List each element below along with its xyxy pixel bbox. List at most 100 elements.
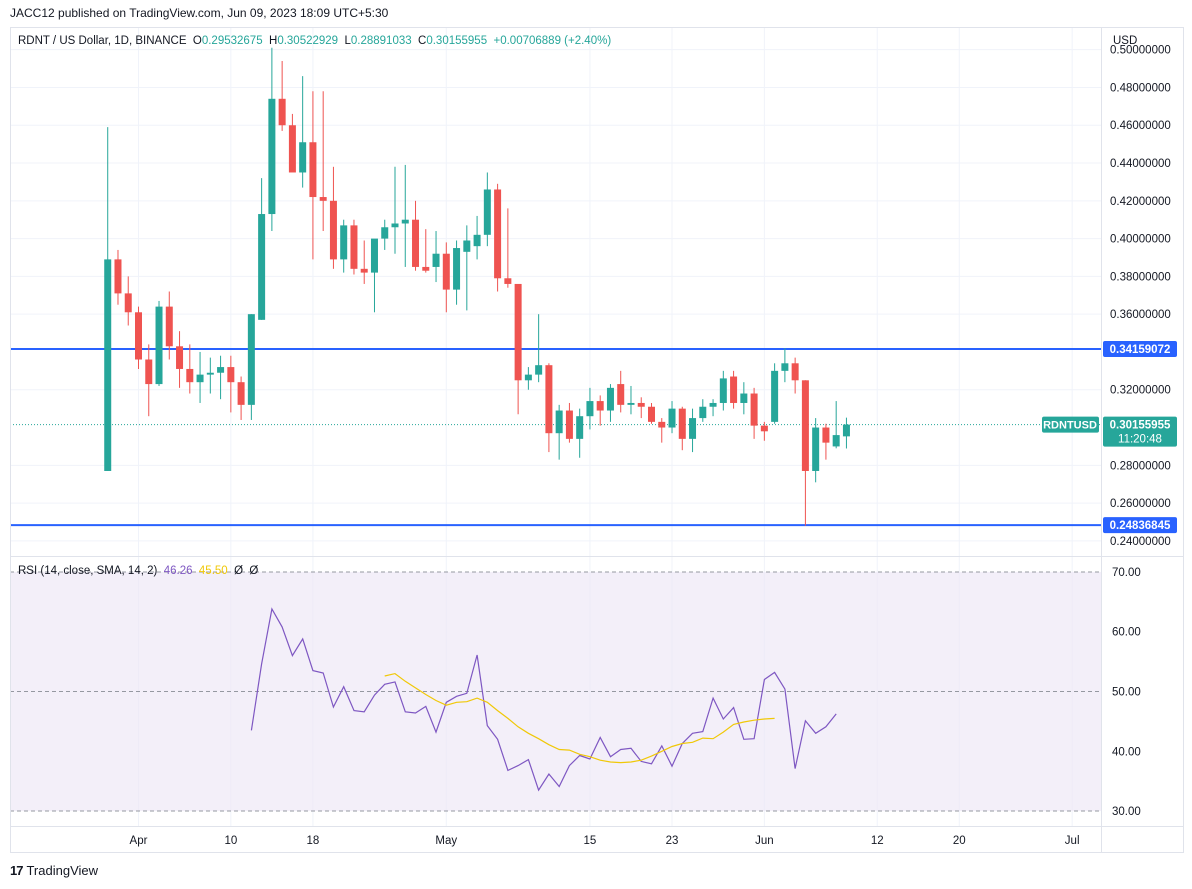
candle-body (678, 408, 686, 439)
rsi-ma-line (384, 672, 775, 764)
candle (545, 363, 553, 453)
candle-body (514, 283, 522, 381)
time-axis[interactable]: Apr 10 18 May 15 23 Jun 12 20 Jul (130, 835, 1080, 847)
candle (124, 276, 132, 326)
candle (483, 172, 491, 247)
candle (648, 402, 655, 424)
candle-body (658, 421, 666, 428)
candle-body (719, 378, 727, 403)
candle (176, 331, 184, 388)
price-tick-label: 0.50000000 (1110, 45, 1171, 57)
candle (606, 384, 614, 422)
candle (699, 399, 707, 422)
rsi-pane (10, 571, 1101, 812)
candle-body (535, 365, 543, 375)
candle-body (370, 238, 378, 273)
close-value: 0.30155955 (426, 35, 488, 47)
candle-body (114, 259, 122, 294)
candle (822, 423, 830, 460)
rsi-legend: RSI (14, close, SMA, 14, 2) 46.26 45.50 … (18, 565, 258, 577)
candle (104, 127, 112, 471)
candle (247, 314, 255, 420)
time-tick-label: Jun (755, 835, 774, 847)
candle (473, 215, 481, 260)
time-tick-label: 18 (307, 835, 320, 847)
footer-brand[interactable]: 17 TradingView (10, 863, 98, 878)
price-tick-label: 0.38000000 (1110, 271, 1171, 283)
candle-body (124, 293, 132, 313)
candle (340, 219, 348, 273)
candle-body (340, 225, 348, 260)
low-label: L (344, 35, 351, 47)
price-tick-label: 0.26000000 (1110, 498, 1171, 510)
candle (494, 183, 502, 292)
candle (237, 376, 245, 420)
rsi-extra-value-2: Ø (249, 565, 259, 577)
candle-body (565, 410, 573, 439)
rsi-value: 46.26 (163, 565, 193, 577)
candle (401, 164, 409, 267)
price-line-tag (1103, 340, 1177, 357)
candle (463, 225, 471, 311)
candle (689, 408, 697, 453)
candle (432, 231, 440, 283)
rsi-tick-label: 70.00 (1112, 567, 1141, 579)
price-axis[interactable]: 0.24000000 0.26000000 0.28000000 0.32000000… (1110, 35, 1171, 548)
candle (504, 208, 512, 288)
candle (719, 370, 727, 411)
candle (135, 306, 142, 369)
high-value: 0.30522929 (277, 35, 339, 47)
candles (104, 47, 850, 526)
symbol-title[interactable]: RDNT / US Dollar, 1D, BINANCE (18, 35, 187, 47)
candle-body (791, 363, 799, 381)
rsi-title[interactable]: RSI (14, close, SMA, 14, 2) (18, 565, 158, 577)
candle-body (740, 393, 748, 403)
price-tick-label: 0.40000000 (1110, 234, 1171, 246)
candle (412, 200, 420, 271)
candle (535, 314, 543, 383)
rsi-axis[interactable]: 30.00 40.00 50.00 60.00 70.00 (1112, 567, 1141, 818)
candle-body (350, 225, 358, 269)
price-tick-label: 0.24000000 (1110, 536, 1171, 548)
pane-frames (10, 27, 1184, 853)
candle-body (453, 248, 461, 290)
candle (524, 367, 532, 390)
candle-body (555, 410, 563, 434)
candle-body (319, 197, 327, 201)
candle-body (176, 346, 184, 369)
candle-body (196, 374, 204, 383)
candle (771, 363, 779, 424)
candle-body (401, 219, 409, 224)
last-price-tag (1103, 416, 1177, 447)
candle-body (842, 424, 850, 437)
candle-body (145, 359, 153, 385)
candle (750, 387, 758, 439)
rsi-ma-value: 45.50 (198, 565, 228, 577)
horizontal-lines[interactable]: 0.34159072 0.24836845 RDNTUSD 0.30155955 11:… (10, 340, 1177, 534)
candle (514, 283, 522, 415)
candle-body (442, 253, 450, 290)
price-tick-label: 0.46000000 (1110, 120, 1171, 132)
candle (709, 399, 717, 417)
time-tick-label: 23 (666, 835, 679, 847)
candle (730, 370, 738, 409)
candle (268, 47, 276, 232)
candle-body (504, 278, 512, 284)
candle-body (668, 408, 676, 428)
candle (278, 61, 286, 131)
candle (453, 240, 461, 305)
tradingview-logo-icon: 17 (10, 863, 24, 878)
candle (442, 242, 450, 313)
publish-caption: JACC12 published on TradingView.com, Jun… (10, 6, 389, 20)
rsi-band (10, 571, 1101, 812)
candle (740, 382, 748, 415)
grid-lines (10, 27, 1101, 826)
candle-body (329, 200, 337, 260)
high-label: H (269, 35, 278, 47)
candle-body (237, 382, 245, 405)
price-tick-label: 0.36000000 (1110, 309, 1171, 321)
candle (781, 348, 789, 383)
candle-body (186, 368, 194, 383)
candle-body (627, 402, 635, 405)
